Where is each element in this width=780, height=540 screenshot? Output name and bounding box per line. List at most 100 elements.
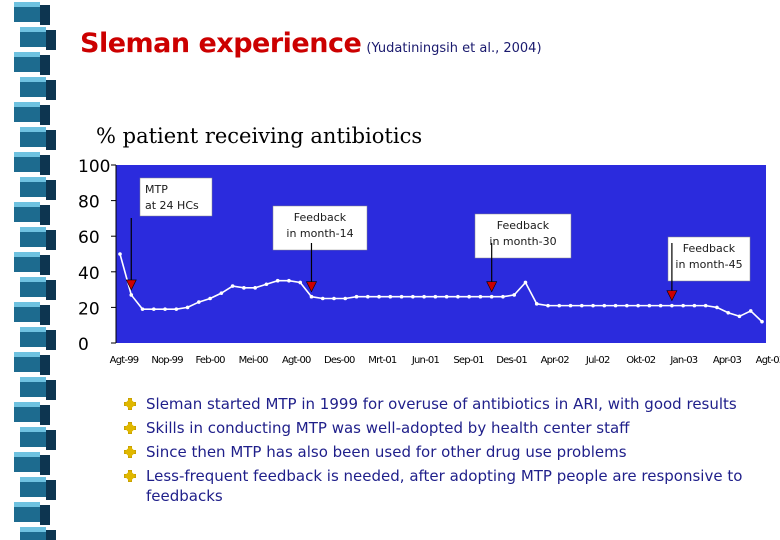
x-tick-label: Feb-00 (196, 355, 226, 366)
bullet-list: Sleman started MTP in 1999 for overuse o… (124, 394, 764, 510)
x-tick-label: Mrt-01 (368, 355, 397, 366)
deco-block-side (40, 105, 50, 125)
data-point (602, 303, 607, 308)
bullet-text: Skills in conducting MTP was well-adopte… (146, 419, 630, 437)
deco-block-top (20, 127, 46, 132)
data-point (388, 294, 393, 299)
deco-block-side (46, 130, 56, 150)
data-point (422, 294, 426, 299)
data-point (512, 293, 517, 297)
annotation-box (474, 213, 572, 259)
data-point (275, 278, 280, 283)
data-point (444, 294, 449, 299)
deco-block-side (46, 180, 56, 200)
deco-block-top (14, 152, 40, 157)
annotation-box (272, 205, 368, 251)
data-point (433, 294, 438, 299)
annotation-label: at 24 HCs (145, 199, 199, 212)
x-tick-label: Sep-01 (453, 355, 484, 366)
data-point (579, 303, 584, 308)
data-point (546, 303, 550, 308)
annotation-arrowhead (125, 279, 137, 291)
data-point (208, 296, 212, 301)
deco-block-side (40, 55, 50, 75)
data-point (365, 294, 370, 299)
bullet-item: Sleman started MTP in 1999 for overuse o… (124, 394, 764, 414)
bullet-text: Less-frequent feedback is needed, after … (146, 467, 743, 505)
deco-block-top (20, 427, 46, 432)
data-point (354, 294, 359, 299)
deco-block-top (20, 177, 46, 182)
deco-block-top (14, 402, 40, 407)
chart-title: % patient receiving antibiotics (96, 124, 423, 148)
deco-block-side (46, 280, 56, 300)
data-point (501, 294, 505, 299)
deco-block-top (20, 527, 46, 532)
deco-block-side (40, 255, 50, 275)
data-point (197, 300, 201, 304)
deco-block-top (14, 252, 40, 257)
data-point (253, 286, 257, 290)
data-point (557, 303, 562, 308)
title-text: Sleman experience (80, 28, 362, 59)
x-tick-label: Mei-00 (239, 355, 269, 366)
x-tick-label: Jan-03 (669, 355, 697, 366)
x-tick-label: Jul-02 (585, 355, 610, 366)
data-point (760, 319, 764, 324)
deco-block-side (40, 505, 50, 525)
data-point (174, 307, 179, 311)
data-point (343, 296, 348, 301)
deco-block-side (46, 430, 56, 450)
decorative-left-bar (14, 2, 56, 540)
bullet-marker-icon (124, 446, 136, 458)
data-point (726, 310, 731, 315)
deco-block-top (14, 102, 40, 107)
data-point (703, 303, 708, 308)
y-tick-label: 40 (78, 264, 100, 284)
data-point (478, 294, 483, 299)
deco-block-top (20, 77, 46, 82)
annotation-arrowhead (486, 281, 498, 293)
annotation-label: Feedback (497, 219, 550, 232)
deco-block-top (14, 202, 40, 207)
deco-block-top (14, 52, 40, 57)
x-tick-label: Jun-01 (411, 355, 440, 366)
bullet-item: Skills in conducting MTP was well-adopte… (124, 418, 764, 438)
deco-block-top (14, 302, 40, 307)
data-point (636, 303, 640, 308)
data-point (287, 278, 291, 283)
x-tick-label: Des-01 (496, 355, 527, 366)
bullet-marker-icon (124, 398, 136, 410)
data-point (163, 307, 167, 311)
x-tick-label: Okt-02 (626, 355, 656, 366)
data-point (568, 303, 573, 308)
deco-block-side (46, 80, 56, 100)
data-point (737, 314, 742, 319)
data-point (118, 252, 122, 256)
data-point (185, 305, 190, 310)
annotation-label: in month-30 (489, 235, 556, 248)
data-point (298, 280, 303, 285)
data-point (489, 294, 494, 299)
y-tick-label: 100 (78, 157, 110, 177)
plot-area (116, 165, 766, 343)
data-point (681, 303, 685, 308)
slide-title: Sleman experience (Yudatiningsih et al.,… (80, 28, 542, 59)
annotation-label: in month-45 (675, 258, 742, 271)
bullet-item: Since then MTP has also been used for ot… (124, 442, 764, 462)
data-point (219, 291, 224, 295)
deco-block-top (20, 327, 46, 332)
data-point (523, 280, 528, 285)
deco-block-side (46, 230, 56, 250)
data-point (399, 294, 404, 299)
deco-block-top (14, 2, 40, 7)
deco-block-side (40, 405, 50, 425)
data-point (658, 303, 663, 308)
y-tick-label: 0 (78, 335, 89, 355)
deco-block-top (20, 277, 46, 282)
data-point (411, 294, 415, 299)
deco-block-side (46, 530, 56, 540)
data-point (264, 282, 269, 287)
deco-block-side (40, 355, 50, 375)
data-point (748, 309, 753, 313)
